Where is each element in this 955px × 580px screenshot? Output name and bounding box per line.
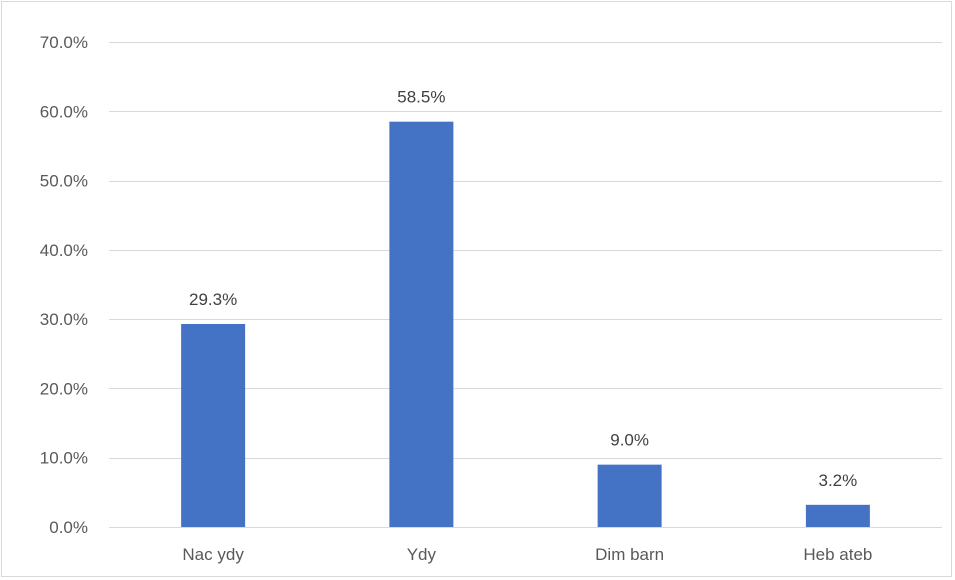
y-tick-label: 10.0% — [40, 449, 88, 468]
y-tick-label: 20.0% — [40, 379, 88, 398]
y-tick-label: 50.0% — [40, 172, 88, 191]
x-tick-label: Heb ateb — [803, 545, 872, 564]
y-tick-label: 60.0% — [40, 102, 88, 121]
data-label: 58.5% — [397, 88, 445, 107]
data-labels: 29.3% 58.5% 9.0% 3.2% — [189, 88, 857, 490]
bar — [597, 464, 662, 527]
bar — [805, 504, 870, 527]
gridlines — [109, 42, 942, 528]
y-tick-label: 0.0% — [49, 518, 88, 537]
y-tick-label: 30.0% — [40, 310, 88, 329]
data-label: 29.3% — [189, 290, 237, 309]
bars — [181, 121, 870, 527]
y-axis-tick-labels: 0.0% 10.0% 20.0% 30.0% 40.0% 50.0% 60.0% 70.0% — [40, 33, 88, 537]
x-tick-label: Nac ydy — [182, 545, 244, 564]
x-tick-label: Dim barn — [595, 545, 664, 564]
bar — [389, 121, 454, 527]
bar — [181, 323, 246, 527]
y-tick-label: 70.0% — [40, 33, 88, 52]
data-label: 3.2% — [819, 471, 858, 490]
x-tick-label: Ydy — [407, 545, 437, 564]
data-label: 9.0% — [610, 431, 649, 450]
x-axis-tick-labels: Nac ydy Ydy Dim barn Heb ateb — [182, 545, 872, 564]
y-tick-label: 40.0% — [40, 241, 88, 260]
